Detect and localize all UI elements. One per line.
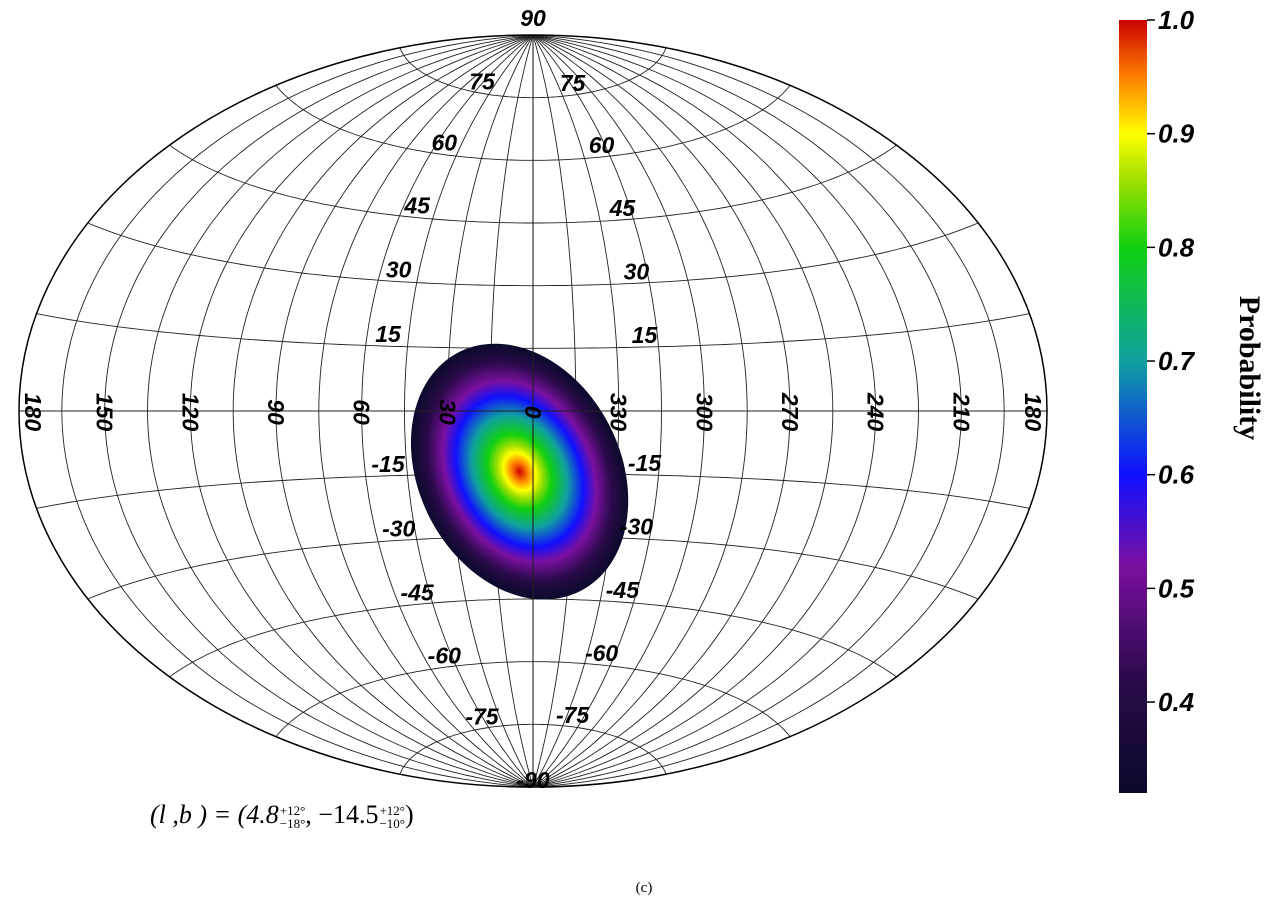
longitude-label: 90 — [263, 399, 289, 425]
longitude-label: 30 — [434, 399, 460, 425]
colorbar-tick-label: 1.0 — [1158, 5, 1195, 35]
longitude-label: 330 — [606, 393, 632, 432]
l-error-minus: −18° — [279, 816, 306, 832]
longitude-label: 240 — [863, 392, 889, 432]
latitude-label: -45 — [606, 577, 640, 603]
latitude-label: 30 — [386, 257, 412, 283]
latitude-label: -30 — [382, 515, 415, 541]
formula-mid: , −14.5 — [305, 800, 379, 829]
b-error-stack: +12° −10° — [379, 804, 405, 830]
b-error-plus: +12° — [379, 803, 405, 819]
latitude-label: -60 — [428, 642, 461, 668]
pole-label-north: 90 — [520, 5, 546, 31]
latitude-label: 30 — [624, 258, 650, 284]
longitude-label: 210 — [948, 392, 974, 432]
l-error-plus: +12° — [279, 803, 306, 819]
colorbar-tick-label: 0.4 — [1158, 687, 1195, 717]
colorbar: 1.0 0.9 0.8 0.7 0.6 0.5 0.4 Probability — [1119, 5, 1266, 793]
probability-region — [410, 343, 629, 600]
colorbar-tick-label: 0.5 — [1158, 573, 1195, 603]
figure-caption: (c) — [635, 880, 653, 896]
latitude-label: -75 — [556, 702, 590, 728]
probability-contour — [410, 343, 629, 600]
latitude-label: -45 — [400, 579, 434, 605]
colorbar-tick-label: 0.8 — [1158, 232, 1195, 262]
latitude-label: 75 — [469, 68, 496, 94]
longitude-label: 120 — [177, 393, 203, 432]
colorbar-ticks: 1.0 0.9 0.8 0.7 0.6 0.5 0.4 — [1147, 5, 1196, 717]
longitude-label: 150 — [92, 393, 118, 432]
latitude-label: 60 — [589, 132, 615, 158]
l-error-stack: +12° −18° — [280, 804, 306, 830]
formula-close: ) — [404, 800, 414, 829]
colorbar-title: Probability — [1233, 296, 1266, 440]
b-error-minus: −10° — [379, 816, 405, 832]
latitude-label: 75 — [560, 70, 587, 96]
longitude-label: 180 — [1020, 393, 1046, 432]
latitude-label: 15 — [375, 321, 402, 347]
sky-map: 180 150 120 90 60 30 0 330 300 270 240 210 180 75 756… — [18, 5, 1048, 793]
colorbar-tick-label: 0.9 — [1158, 119, 1195, 149]
formula-lhs: (l ,b ) = (4.8 — [150, 800, 279, 829]
pole-label-south: -90 — [516, 767, 549, 793]
longitude-labels: 180 150 120 90 60 30 0 330 300 270 240 210 180 — [20, 392, 1046, 432]
latitude-label: -30 — [620, 514, 653, 540]
latitude-label: 45 — [609, 195, 637, 221]
latitude-label: -15 — [628, 450, 662, 476]
latitude-label: -15 — [371, 451, 405, 477]
latitude-label: 15 — [632, 322, 659, 348]
longitude-label: 60 — [349, 399, 375, 425]
colorbar-gradient — [1119, 20, 1147, 793]
latitude-label: 45 — [403, 193, 431, 219]
latitude-label: 60 — [432, 130, 458, 156]
longitude-label: 180 — [20, 393, 46, 432]
latitude-label: -75 — [465, 704, 499, 730]
longitude-label: 300 — [691, 393, 717, 432]
map-outline — [18, 34, 1048, 788]
colorbar-tick-label: 0.7 — [1158, 346, 1196, 376]
longitude-label: 0 — [520, 406, 546, 419]
best-fit-position: (l ,b ) = (4.8 +12° −18°, −14.5 +12° −10°) — [150, 800, 414, 830]
longitude-label: 270 — [777, 392, 803, 432]
latitude-label: -60 — [585, 640, 618, 666]
grid-overlay — [19, 35, 1047, 787]
colorbar-tick-label: 0.6 — [1158, 460, 1195, 490]
latitude-labels: 75 75 60 60 45 45 30 30 15 15 -15 -15 -30 -30 -45 -45 -6… — [371, 68, 662, 729]
